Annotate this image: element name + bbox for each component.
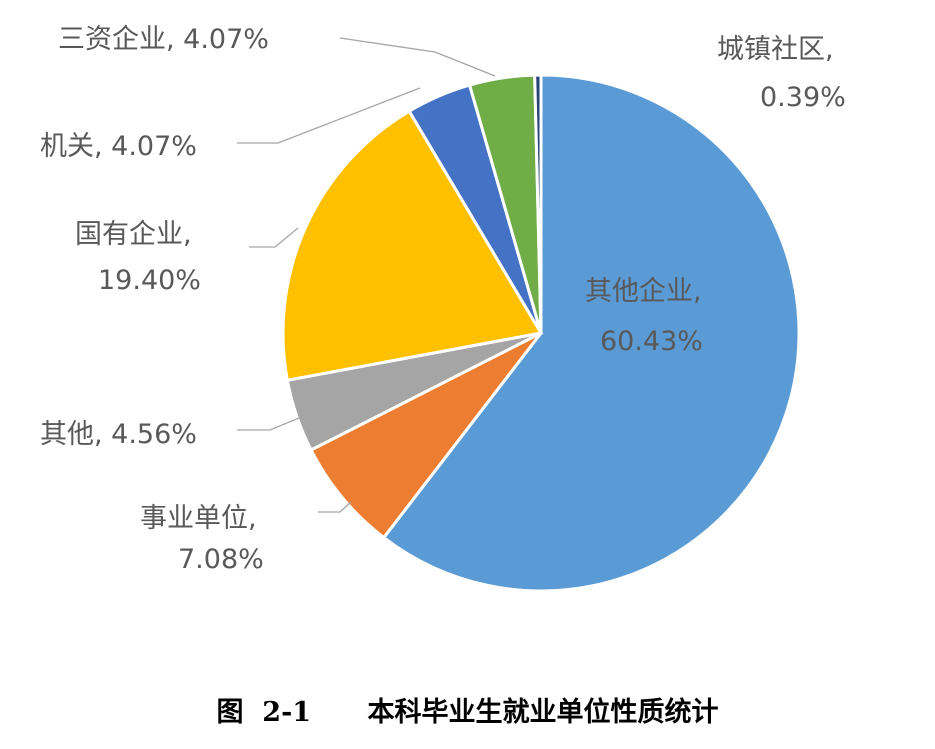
leader-line-6	[339, 37, 496, 77]
pie-slice-1	[381, 73, 801, 593]
leader-line-4	[249, 227, 299, 248]
pie-slices	[281, 73, 801, 593]
data-label-value-4: 19.40%	[98, 265, 201, 296]
figure-number: 图 2-1	[216, 697, 312, 728]
data-label-name-4: 国有企业,	[75, 219, 192, 250]
pie-slice-2	[309, 331, 543, 540]
data-label-5: 机关, 4.07%	[40, 131, 197, 162]
data-label-6: 三资企业, 4.07%	[58, 24, 269, 55]
data-label-name-7: 城镇社区,	[717, 34, 834, 65]
data-labels: 其他企业, 60.43% 事业单位, 7.08% 其他, 4.56% 国有企业, 19.40…	[40, 24, 846, 575]
pie-slice-7	[533, 73, 543, 334]
data-label-value-2: 7.08%	[178, 544, 264, 575]
figure-caption: 图 2-1 本科毕业生就业单位性质统计	[0, 690, 935, 729]
leader-line-3	[237, 417, 300, 431]
leader-lines	[237, 37, 496, 513]
pie-chart: 其他企业, 60.43% 事业单位, 7.08% 其他, 4.56% 国有企业, 19.40…	[40, 24, 846, 593]
figure-title: 本科毕业生就业单位性质统计	[367, 697, 719, 728]
leader-line-5	[237, 87, 421, 144]
data-label-3: 其他, 4.56%	[40, 419, 197, 450]
data-label-value-7: 0.39%	[760, 82, 846, 113]
data-label-name-2: 事业单位,	[140, 503, 257, 534]
leader-line-2	[318, 501, 352, 513]
pie-slice-4	[281, 109, 544, 382]
data-label-name-1: 其他企业,	[585, 276, 702, 307]
data-label-value-1: 60.43%	[600, 326, 703, 357]
